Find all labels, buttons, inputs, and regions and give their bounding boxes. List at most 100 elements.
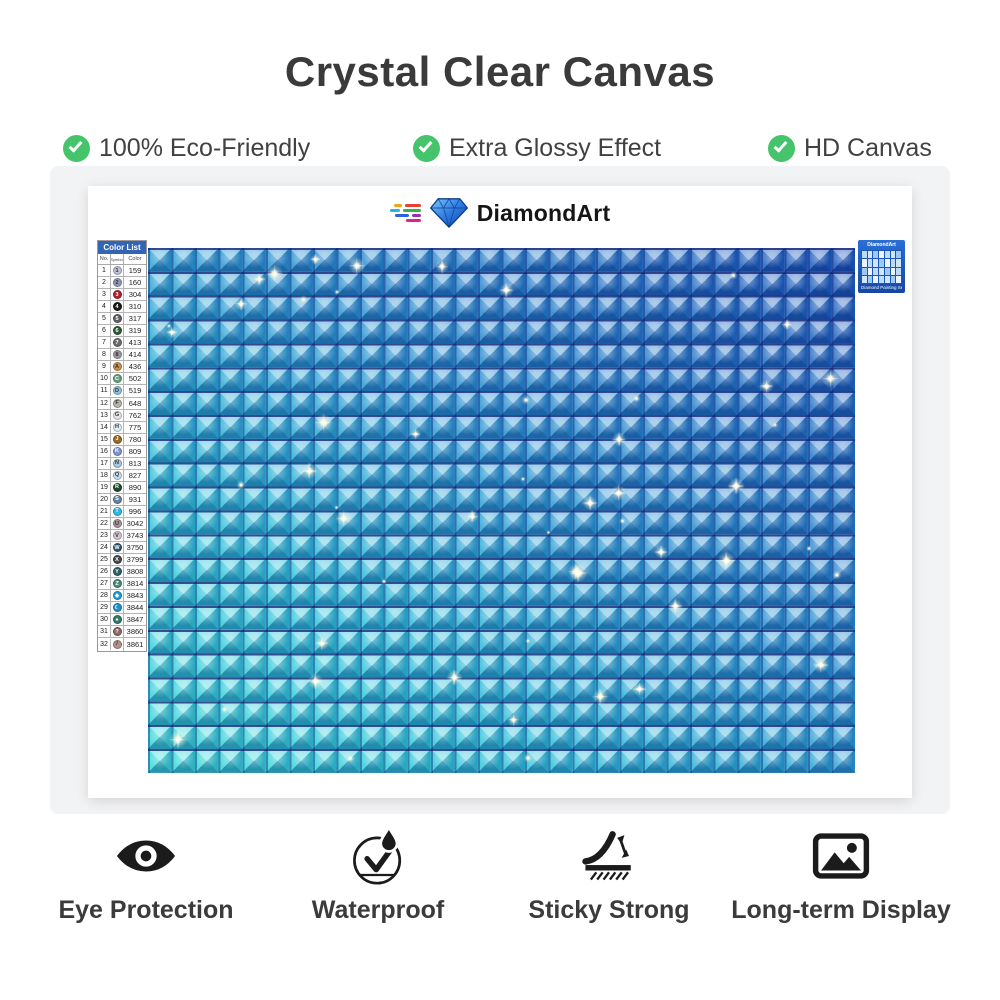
sparkle-glint: [314, 413, 334, 433]
feature-waterproof: Waterproof: [248, 826, 508, 925]
feature-eye-protection: Eye Protection: [16, 826, 276, 925]
sparkle-glint: [333, 504, 340, 511]
color-row: 3 3 304: [98, 289, 146, 302]
sparkle-glint: [252, 272, 266, 286]
sparkle-glint: [812, 656, 830, 674]
sparkle-glint: [498, 282, 515, 299]
feature-label: 100% Eco-Friendly: [99, 134, 311, 162]
sparkle-glint: [821, 369, 840, 388]
check-icon: [768, 135, 795, 162]
sparkle-glint: [781, 318, 793, 331]
check-icon: [63, 135, 90, 162]
feature-label: Long-term Display: [731, 896, 951, 924]
color-row: 14 H 775: [98, 421, 146, 434]
sparkle-glint: [265, 264, 285, 284]
sparkle-glint: [592, 688, 609, 706]
color-row: 29 ☾ 3844: [98, 602, 146, 615]
color-row: 27 Z 3814: [98, 578, 146, 591]
mini-grid-cell: [890, 259, 896, 267]
long-term-display-icon: [812, 826, 870, 886]
color-row: 20 S 931: [98, 493, 146, 506]
sparkle-glint: [165, 322, 172, 329]
sparkle-glint: [309, 253, 321, 265]
color-row: 13 G 762: [98, 409, 146, 422]
color-row: 19 R 890: [98, 481, 146, 494]
sparkle-glint: [335, 510, 352, 527]
mini-card-brand: DiamondArt: [867, 242, 896, 248]
sparkle-glint: [519, 475, 526, 483]
feature-long-term-display: Long-term Display: [711, 826, 971, 925]
sparkle-glint: [632, 394, 641, 403]
mini-grid-cell: [884, 275, 890, 283]
color-row: 5 5 317: [98, 313, 146, 326]
sticky-strong-icon: [580, 826, 638, 886]
color-list-headers: No. Symbol Color: [98, 254, 146, 265]
color-list-title: Color List: [98, 241, 146, 254]
eye-icon: [115, 826, 177, 886]
sparkle-glint: [568, 563, 588, 583]
sparkle-glint: [168, 729, 188, 750]
brand-name: DiamondArt: [476, 199, 611, 226]
sparkle-glint: [346, 754, 355, 763]
color-row: 32/3861: [98, 638, 146, 651]
mini-grid-cell: [873, 267, 879, 275]
sparkle-glint: [524, 637, 531, 644]
sparkle-glint: [522, 753, 533, 764]
color-row: 26 Y 3808: [98, 566, 146, 579]
sparkle-glint: [520, 394, 531, 405]
color-row: 24 W 3750: [98, 542, 146, 555]
col-color: Color: [128, 256, 142, 262]
sparkle-glint: [410, 428, 422, 440]
mini-grid-cell: [879, 275, 884, 283]
feature-label: HD Canvas: [804, 134, 932, 162]
sparkle-glint: [546, 530, 552, 536]
color-row: 18 Q 827: [98, 469, 146, 482]
sparkle-glint: [653, 545, 669, 560]
color-row: 16 K 809: [98, 445, 146, 458]
diamond-icon: [429, 197, 468, 228]
col-symbol: Symbol: [111, 254, 124, 264]
color-row: 11 D 519: [98, 385, 146, 398]
color-list-table: Color List No. Symbol Color 1 1 159 2 2 160 3 3…: [97, 240, 147, 652]
color-row: 9 A 436: [98, 361, 146, 374]
mini-grid-cell: [873, 251, 879, 259]
brand-logo: DiamondArt: [88, 194, 912, 232]
sparkle-glint: [506, 712, 521, 727]
sparkle-glint: [165, 326, 179, 339]
mini-kit-card: DiamondArt Diamond Painting Set: [858, 240, 905, 293]
mini-grid-cell: [862, 275, 867, 283]
sparkle-glint: [831, 570, 842, 581]
mini-grid-cell: [862, 251, 867, 259]
sparkle-glint: [727, 477, 746, 495]
mini-grid-cell: [884, 267, 890, 275]
color-list-rows: 1 1 159 2 2 160 3 3 304 4 4 310 5 5 317 6 6 319 7 7 413 8 8 414…: [98, 265, 146, 651]
sparkle-glint: [333, 288, 341, 295]
mini-grid-cell: [896, 275, 901, 283]
page-title: Crystal Clear Canvas: [284, 48, 716, 95]
feature-sticky-strong: Sticky Strong: [479, 826, 739, 925]
mini-grid-cell: [879, 259, 884, 267]
sparkle-glint: [609, 484, 628, 502]
sparkle-glint: [434, 259, 450, 274]
sparkle-glint: [220, 704, 229, 714]
color-row: 15 J 780: [98, 433, 146, 446]
color-row: 22 U 3042: [98, 517, 146, 531]
col-no: No.: [98, 254, 111, 264]
feature-label: Sticky Strong: [528, 896, 690, 924]
color-row: 31? 3860: [98, 626, 146, 639]
diamond-canvas-grid: [148, 248, 855, 773]
sparkle-glint: [233, 296, 248, 311]
sparkle-glint: [465, 510, 479, 524]
color-row: 17 N 813: [98, 457, 146, 470]
sparkle-glint: [314, 636, 330, 651]
color-row: 7 7 413: [98, 337, 146, 350]
color-row: 28 ◆ 3843: [98, 590, 146, 603]
sparkle-glint: [632, 681, 648, 697]
color-row: 2 2 160: [98, 277, 146, 290]
feature-hd-canvas: HD Canvas: [768, 134, 932, 163]
sparkle-glint: [611, 431, 627, 448]
feature-label: Extra Glossy Effect: [449, 134, 662, 162]
mini-grid-cell: [890, 267, 896, 275]
sparkle-glint: [618, 517, 627, 525]
mini-grid-cell: [862, 267, 867, 275]
